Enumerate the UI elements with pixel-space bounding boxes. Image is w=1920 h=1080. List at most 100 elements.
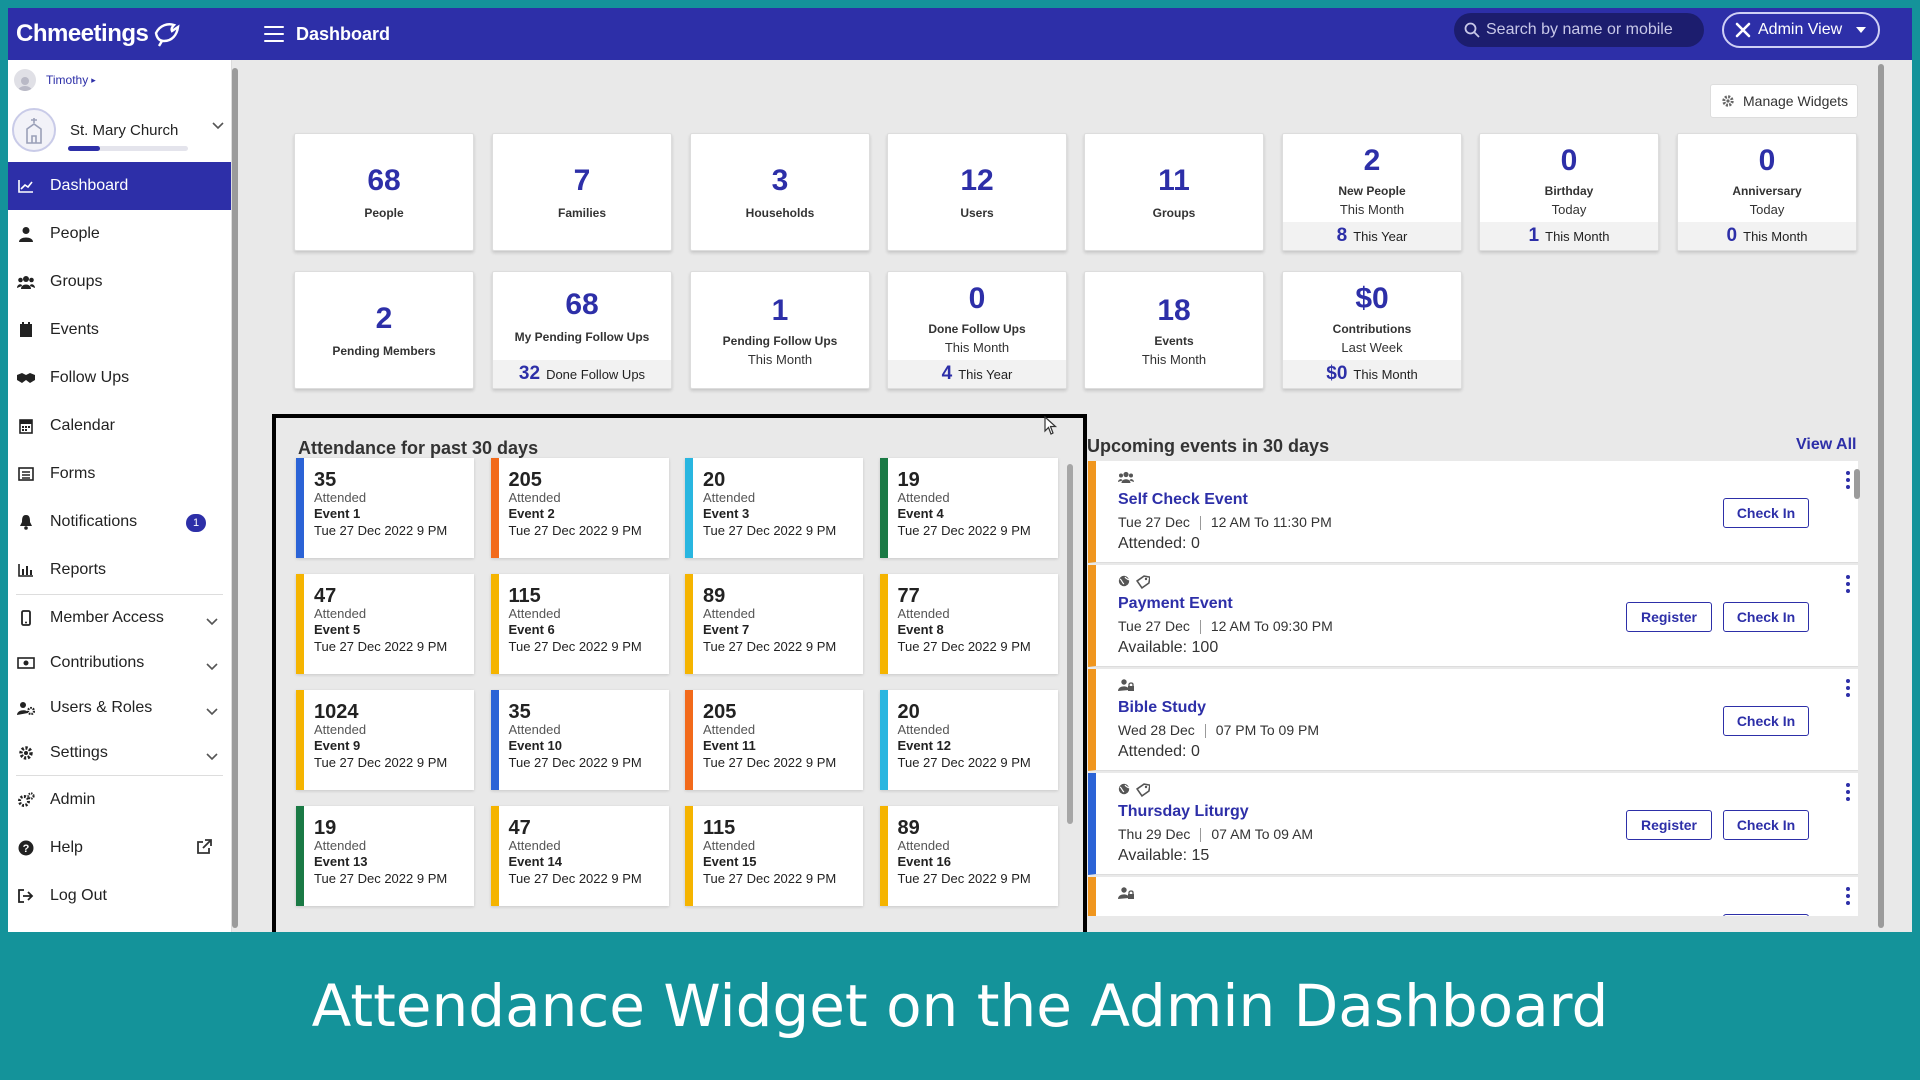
sidebar-item-label: Calendar bbox=[50, 417, 115, 434]
stat-widget[interactable]: 0 Birthday Today 1 This Month bbox=[1479, 133, 1659, 251]
attendance-card[interactable]: 115 Attended Event 6 Tue 27 Dec 2022 9 PM bbox=[490, 574, 669, 674]
sidebar-item-dashboard[interactable]: Dashboard bbox=[8, 162, 231, 210]
sidebar-item-log-out[interactable]: Log Out bbox=[8, 872, 231, 920]
attended-label: Attended bbox=[897, 490, 950, 505]
money-icon bbox=[16, 653, 36, 673]
admin-view-dropdown[interactable]: Admin View bbox=[1722, 12, 1880, 48]
upcoming-event-item: Bible Study Wed 28 Dec 07 PM To 09 PM Atten… bbox=[1088, 669, 1858, 771]
stat-widget[interactable]: 2 Pending Members bbox=[294, 271, 474, 389]
sidebar-item-groups[interactable]: Groups bbox=[8, 258, 231, 306]
event-name: Event 9 bbox=[314, 738, 361, 753]
event-name-link[interactable]: Thursday Liturgy bbox=[1118, 803, 1249, 820]
sidebar-scrollbar[interactable] bbox=[232, 68, 238, 928]
event-name-link[interactable]: Self Check Event bbox=[1118, 491, 1248, 508]
attendance-card[interactable]: 19 Attended Event 4 Tue 27 Dec 2022 9 PM bbox=[879, 458, 1058, 558]
attendance-card[interactable]: 115 Attended Event 15 Tue 27 Dec 2022 9 PM bbox=[685, 806, 863, 906]
stat-value: 11 bbox=[1158, 164, 1190, 197]
calendar-page-icon bbox=[16, 320, 36, 340]
attendance-card[interactable]: 20 Attended Event 12 Tue 27 Dec 2022 9 PM bbox=[879, 690, 1058, 790]
check-in-button[interactable]: Check In bbox=[1723, 498, 1809, 528]
event-name-link[interactable]: Bible Study bbox=[1118, 699, 1207, 716]
stat-value: 18 bbox=[1157, 294, 1191, 327]
event-name-link[interactable]: Payment Event bbox=[1118, 595, 1233, 612]
stat-widget[interactable]: 68 My Pending Follow Ups 32 Done Follow Ups bbox=[492, 271, 672, 389]
stat-widget[interactable]: 0 Done Follow Ups This Month 4 This Year bbox=[887, 271, 1067, 389]
more-options-icon[interactable] bbox=[1845, 471, 1851, 489]
stat-widget[interactable]: 2 New People This Month 8 This Year bbox=[1282, 133, 1462, 251]
sidebar-item-contributions[interactable]: Contributions bbox=[8, 640, 231, 685]
sidebar-item-member-access[interactable]: Member Access bbox=[8, 595, 231, 640]
sidebar-item-notifications[interactable]: Notifications 1 bbox=[8, 498, 231, 546]
attendance-scrollbar[interactable] bbox=[1067, 464, 1073, 824]
attendance-card[interactable]: 20 Attended Event 3 Tue 27 Dec 2022 9 PM bbox=[685, 458, 863, 558]
stat-label: Households bbox=[745, 206, 815, 220]
more-options-icon[interactable] bbox=[1845, 783, 1851, 801]
stat-widget[interactable]: 18 Events This Month bbox=[1084, 271, 1264, 389]
sidebar-item-settings[interactable]: Settings bbox=[8, 730, 231, 775]
more-options-icon[interactable] bbox=[1845, 679, 1851, 697]
stat-label: Families bbox=[557, 206, 607, 220]
check-in-button[interactable]: Check In bbox=[1723, 914, 1809, 916]
attendance-card[interactable]: 47 Attended Event 5 Tue 27 Dec 2022 9 PM bbox=[296, 574, 474, 674]
sidebar-item-forms[interactable]: Forms bbox=[8, 450, 231, 498]
register-button[interactable]: Register bbox=[1626, 602, 1712, 632]
stat-footer-label: This Month bbox=[1743, 228, 1808, 244]
attended-count: 19 bbox=[897, 469, 920, 491]
stat-value: 0 bbox=[968, 282, 986, 315]
sidebar-item-label: Log Out bbox=[50, 887, 107, 904]
attendance-card[interactable]: 77 Attended Event 8 Tue 27 Dec 2022 9 PM bbox=[879, 574, 1058, 674]
attendance-card[interactable]: 35 Attended Event 10 Tue 27 Dec 2022 9 PM bbox=[490, 690, 669, 790]
register-button[interactable]: Register bbox=[1626, 810, 1712, 840]
page-scrollbar[interactable] bbox=[1878, 64, 1884, 928]
group-icon bbox=[1118, 471, 1134, 486]
attendance-card[interactable]: 19 Attended Event 13 Tue 27 Dec 2022 9 PM bbox=[296, 806, 474, 906]
stat-widget[interactable]: 12 Users bbox=[887, 133, 1067, 251]
church-selector[interactable]: St. Mary Church bbox=[8, 100, 231, 160]
user-menu[interactable]: Timothy ▸ bbox=[8, 60, 231, 100]
bar-chart-icon bbox=[16, 560, 36, 580]
attendance-title: Attendance for past 30 days bbox=[298, 438, 539, 458]
stat-value: 2 bbox=[1363, 144, 1381, 177]
more-options-icon[interactable] bbox=[1845, 575, 1851, 593]
sidebar-item-help[interactable]: ? Help bbox=[8, 824, 231, 872]
sidebar-item-admin[interactable]: Admin bbox=[8, 776, 231, 824]
search-input[interactable]: Search by name or mobile bbox=[1454, 13, 1704, 47]
attendance-card[interactable]: 89 Attended Event 7 Tue 27 Dec 2022 9 PM bbox=[685, 574, 863, 674]
event-datetime: Tue 27 Dec 12 AM To 11:30 PM bbox=[1118, 514, 1332, 531]
manage-widgets-button[interactable]: Manage Widgets bbox=[1710, 84, 1858, 118]
sidebar-item-calendar[interactable]: Calendar bbox=[8, 402, 231, 450]
view-all-link[interactable]: View All bbox=[1796, 436, 1857, 453]
stat-widget[interactable]: 7 Families bbox=[492, 133, 672, 251]
sidebar-item-reports[interactable]: Reports bbox=[8, 546, 231, 594]
stat-widget[interactable]: 1 Pending Follow Ups This Month bbox=[690, 271, 870, 389]
check-in-button[interactable]: Check In bbox=[1723, 602, 1809, 632]
stat-sublabel: Today bbox=[1551, 202, 1587, 217]
sidebar-item-follow-ups[interactable]: Follow Ups bbox=[8, 354, 231, 402]
stat-widget[interactable]: $0 Contributions Last Week $0 This Month bbox=[1282, 271, 1462, 389]
upcoming-scrollbar[interactable] bbox=[1854, 469, 1860, 499]
hamburger-menu-icon[interactable] bbox=[264, 26, 284, 42]
more-options-icon[interactable] bbox=[1845, 887, 1851, 905]
stat-widget[interactable]: 11 Groups bbox=[1084, 133, 1264, 251]
attendance-card[interactable]: 89 Attended Event 16 Tue 27 Dec 2022 9 PM bbox=[879, 806, 1058, 906]
attendance-card[interactable]: 205 Attended Event 11 Tue 27 Dec 2022 9 PM bbox=[685, 690, 863, 790]
attendance-card[interactable]: 47 Attended Event 14 Tue 27 Dec 2022 9 PM bbox=[490, 806, 669, 906]
attended-count: 35 bbox=[314, 469, 337, 491]
sidebar-item-people[interactable]: People bbox=[8, 210, 231, 258]
sidebar-item-events[interactable]: Events bbox=[8, 306, 231, 354]
chart-icon bbox=[16, 176, 36, 196]
stat-widget[interactable]: 68 People bbox=[294, 133, 474, 251]
check-in-button[interactable]: Check In bbox=[1723, 706, 1809, 736]
stat-widget[interactable]: 3 Households bbox=[690, 133, 870, 251]
person-lock-icon bbox=[1118, 887, 1134, 902]
event-name: Event 10 bbox=[508, 738, 562, 753]
attended-count: 35 bbox=[508, 701, 531, 723]
stat-footer: 0 This Month bbox=[1678, 222, 1856, 250]
stat-widget[interactable]: 0 Anniversary Today 0 This Month bbox=[1677, 133, 1857, 251]
sidebar-item-users-roles[interactable]: Users & Roles bbox=[8, 685, 231, 730]
check-in-button[interactable]: Check In bbox=[1723, 810, 1809, 840]
attendance-card[interactable]: 1024 Attended Event 9 Tue 27 Dec 2022 9 PM bbox=[296, 690, 474, 790]
attendance-card[interactable]: 35 Attended Event 1 Tue 27 Dec 2022 9 PM bbox=[296, 458, 474, 558]
attendance-card[interactable]: 205 Attended Event 2 Tue 27 Dec 2022 9 PM bbox=[490, 458, 669, 558]
app-logo[interactable]: Chmeetings bbox=[8, 8, 236, 60]
